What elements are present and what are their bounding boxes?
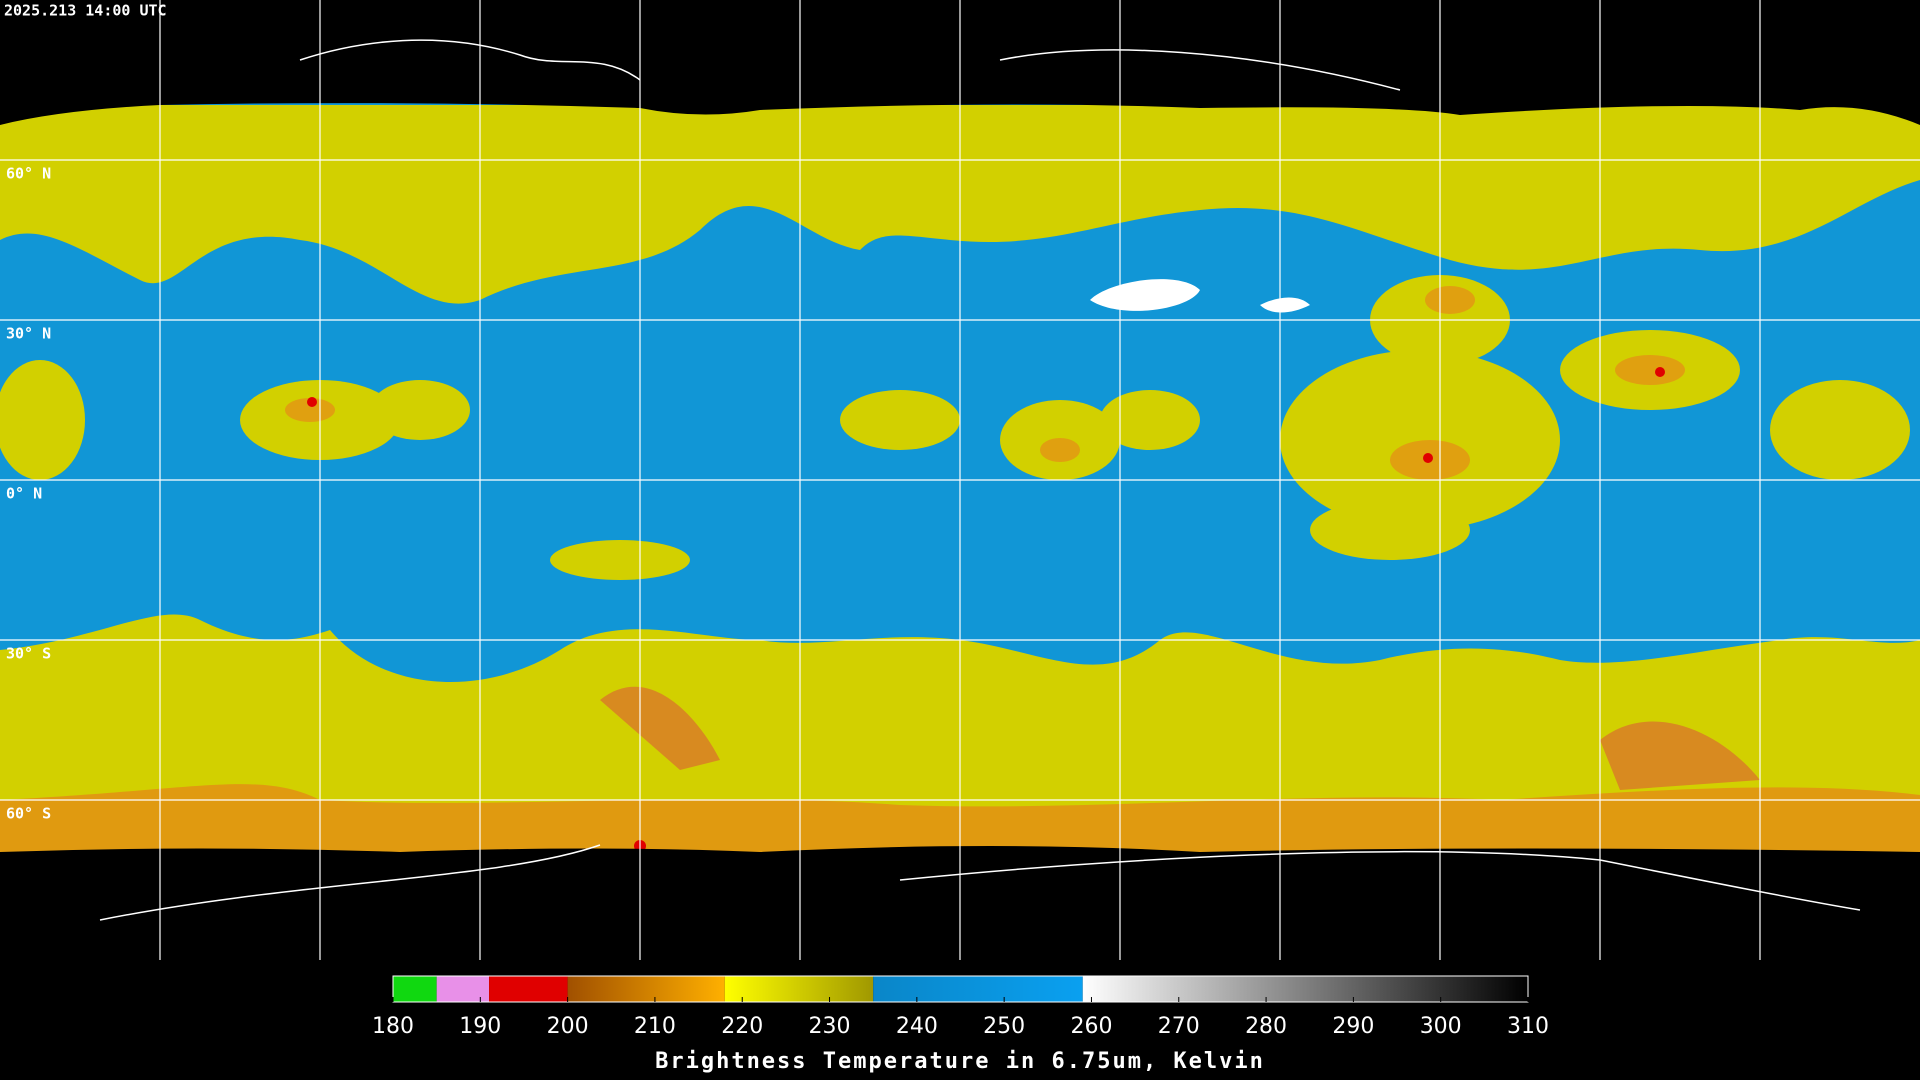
colorbar-tick-label: 280 — [1245, 1014, 1287, 1039]
colorbar-tick-label: 290 — [1332, 1014, 1374, 1039]
lat-label: 60° N — [6, 165, 51, 183]
timestamp: 2025.213 14:00 UTC — [4, 2, 167, 20]
colorbar-tick-label: 310 — [1507, 1014, 1549, 1039]
colorbar-tick-label: 260 — [1070, 1014, 1112, 1039]
dry-warm-area — [1090, 279, 1310, 313]
colorbar-tick-label: 200 — [547, 1014, 589, 1039]
coastline — [99, 39, 1861, 921]
colorbar-segment — [873, 976, 1083, 1002]
colorbar-segment — [393, 976, 437, 1002]
lat-label: 0° N — [6, 485, 42, 503]
colorbar-segment — [1082, 976, 1528, 1002]
colorbar-tick-label: 240 — [896, 1014, 938, 1039]
colorbar-tick-label: 300 — [1420, 1014, 1462, 1039]
colorbar-segment — [436, 976, 490, 1002]
colorbar-tick-label: 230 — [809, 1014, 851, 1039]
colorbar-segment — [489, 976, 568, 1002]
colorbar-tick-label: 180 — [372, 1014, 414, 1039]
colorbar-tick-label: 210 — [634, 1014, 676, 1039]
colorbar-tick-label: 220 — [721, 1014, 763, 1039]
colorbar-frame — [392, 975, 1529, 1003]
colorbar-tick-label: 190 — [459, 1014, 501, 1039]
lat-label: 60° S — [6, 805, 51, 823]
colorbar-tick-label: 250 — [983, 1014, 1025, 1039]
lat-label: 30° N — [6, 325, 51, 343]
colorbar-label: Brightness Temperature in 6.75um, Kelvin — [655, 1049, 1265, 1074]
colorbar-segment — [724, 976, 874, 1002]
graticule: 60° N 30° N 0° N 30° S 60° S — [0, 0, 1920, 960]
convection-cold — [285, 286, 1685, 480]
lat-label: 30° S — [6, 645, 51, 663]
colorbar-segment — [567, 976, 725, 1002]
colorbar: 180 190 200 210 220 230 240 250 260 270 280 290 300 3… — [372, 975, 1549, 1039]
cold-patches — [600, 686, 1760, 790]
colorbar-tick-label: 270 — [1158, 1014, 1200, 1039]
